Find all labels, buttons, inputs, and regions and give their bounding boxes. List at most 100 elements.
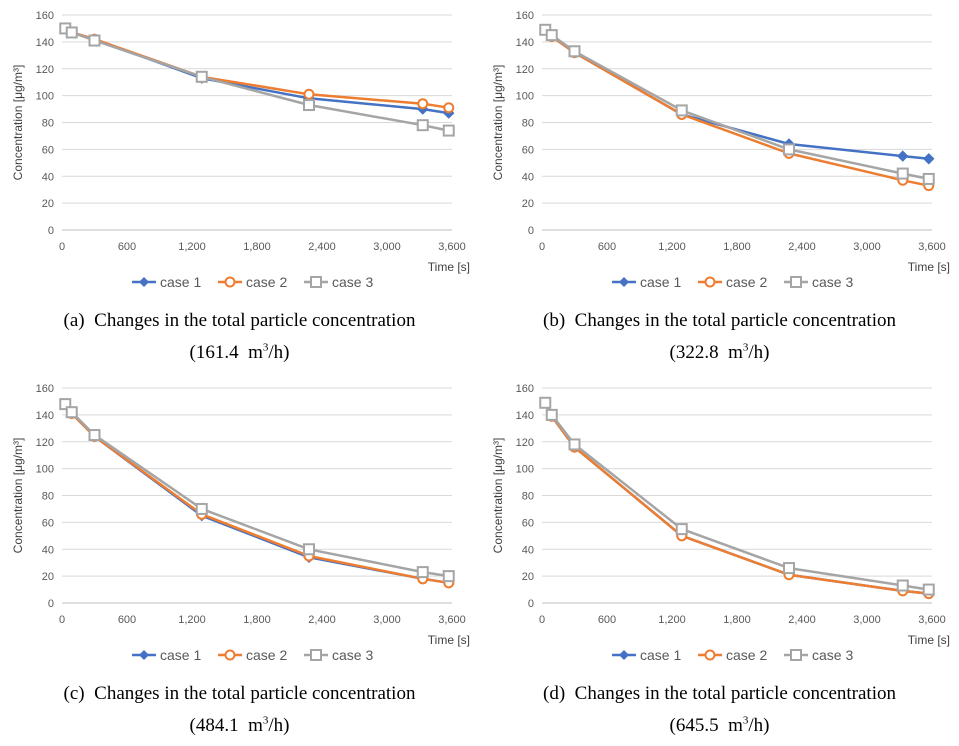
legend-label-d-2: case 2 xyxy=(726,647,767,663)
marker-b-1-5 xyxy=(897,150,909,162)
x-axis-label-d: Time [s] xyxy=(908,633,950,647)
marker-c-3-5 xyxy=(416,566,429,579)
series-line-d-2 xyxy=(544,402,929,595)
marker-c-3-6 xyxy=(442,570,455,583)
x-tick-label-d-6: 3,600 xyxy=(918,614,946,626)
y-tick-label-d-7: 140 xyxy=(516,410,534,422)
x-tick-label-a-6: 3,600 xyxy=(438,241,466,253)
y-tick-label-d-6: 120 xyxy=(516,437,534,449)
y-tick-label-b-4: 80 xyxy=(522,118,534,130)
marker-c-3-3 xyxy=(195,502,208,515)
y-tick-label-b-2: 40 xyxy=(522,171,534,183)
marker-b-3-6 xyxy=(922,172,935,185)
caption-title-c: Changes in the total particle concentrat… xyxy=(94,683,416,704)
series-line-b-3 xyxy=(544,28,930,181)
y-tick-label-b-7: 140 xyxy=(516,37,534,49)
flow-unit-tail-c: /h xyxy=(268,715,284,736)
x-tick-label-b-1: 600 xyxy=(598,241,616,253)
marker-c-3-4 xyxy=(303,543,315,556)
chart-c: 0 20 40 60 80 100 120 140 160 0 600 1,200 1,800 2,400… xyxy=(11,383,470,663)
x-tick-label-b-5: 3,000 xyxy=(853,241,881,253)
y-tick-label-c-7: 140 xyxy=(36,410,54,422)
caption-line2-c: (484.1 m3/h) xyxy=(189,714,290,736)
legend-marker-d-2 xyxy=(704,649,716,661)
marker-a-2-5 xyxy=(417,98,429,110)
panel-label-d: (d) xyxy=(543,683,566,704)
y-tick-label-a-3: 60 xyxy=(42,144,54,156)
x-tick-label-a-2: 1,200 xyxy=(178,241,206,253)
y-tick-label-b-1: 20 xyxy=(522,198,534,210)
y-tick-label-b-8: 160 xyxy=(516,10,534,22)
x-tick-label-b-6: 3,600 xyxy=(918,241,946,253)
marker-d-3-4 xyxy=(783,562,795,575)
flow-unit-tail-a: /h xyxy=(268,342,284,363)
y-tick-label-b-5: 100 xyxy=(516,91,534,103)
x-tick-label-d-1: 600 xyxy=(598,614,616,626)
flow-unit-a: m xyxy=(248,342,263,363)
caption-line2-b: (322.8 m3/h) xyxy=(669,341,770,363)
y-axis-label-d: Concentration [μg/m³] xyxy=(491,438,505,554)
x-tick-label-a-4: 2,400 xyxy=(308,241,336,253)
legend-marker-d-3 xyxy=(790,649,802,661)
legend-marker-c-2 xyxy=(224,649,236,661)
caption-line2-d: (645.5 m3/h) xyxy=(669,714,770,736)
x-tick-label-c-0: 0 xyxy=(59,614,65,626)
panel-label-c: (c) xyxy=(63,683,85,704)
x-tick-label-c-5: 3,000 xyxy=(373,614,401,626)
legend-label-c-2: case 2 xyxy=(246,647,287,663)
flow-unit-exp-a: 3 xyxy=(262,341,269,354)
caption-title-a: Changes in the total particle concentrat… xyxy=(94,310,416,331)
y-tick-label-d-4: 80 xyxy=(522,491,534,503)
y-tick-label-d-3: 60 xyxy=(522,517,534,529)
legend-label-a-2: case 2 xyxy=(246,274,287,290)
x-tick-label-b-4: 2,400 xyxy=(788,241,816,253)
y-tick-label-a-7: 140 xyxy=(36,37,54,49)
x-tick-label-a-0: 0 xyxy=(59,241,65,253)
series-line-d-3 xyxy=(544,402,929,591)
flow-unit-tail-b: /h xyxy=(748,342,764,363)
legend-label-a-3: case 3 xyxy=(332,274,373,290)
legend-label-d-1: case 1 xyxy=(640,647,681,663)
caption-line1-c: (c) Changes in the total particle concen… xyxy=(0,679,479,709)
marker-d-3-3 xyxy=(675,523,688,536)
caption-line1-b: (b) Changes in the total particle concen… xyxy=(480,306,959,336)
x-tick-label-c-6: 3,600 xyxy=(438,614,466,626)
y-tick-label-c-4: 80 xyxy=(42,491,54,503)
y-tick-label-b-3: 60 xyxy=(522,144,534,156)
y-tick-label-a-5: 100 xyxy=(36,91,54,103)
flow-value-b: 322.8 xyxy=(675,342,719,363)
caption-title-d: Changes in the total particle concentrat… xyxy=(574,683,896,704)
y-tick-label-d-0: 0 xyxy=(528,598,534,610)
chart-panel-a: 0 20 40 60 80 100 120 140 160 0 600 1,200 1,800 2,400… xyxy=(0,0,479,373)
legend-marker-c-3 xyxy=(310,649,322,661)
y-tick-label-c-1: 20 xyxy=(42,571,54,583)
y-tick-label-b-6: 120 xyxy=(516,64,534,76)
x-axis-label-a: Time [s] xyxy=(428,260,470,274)
x-tick-label-d-0: 0 xyxy=(539,614,545,626)
x-tick-label-c-2: 1,200 xyxy=(178,614,206,626)
y-tick-label-d-5: 100 xyxy=(516,464,534,476)
flow-unit-exp-b: 3 xyxy=(742,341,749,354)
y-tick-label-c-3: 60 xyxy=(42,517,54,529)
marker-d-3-2 xyxy=(568,438,581,451)
caption-line2-a: (161.4 m3/h) xyxy=(189,341,290,363)
x-tick-label-d-4: 2,400 xyxy=(788,614,816,626)
y-tick-label-a-6: 120 xyxy=(36,64,54,76)
legend-marker-b-2 xyxy=(704,276,716,288)
x-tick-label-a-3: 1,800 xyxy=(243,241,271,253)
legend-label-a-1: case 1 xyxy=(160,274,201,290)
panel-label-b: (b) xyxy=(543,310,566,331)
marker-d-3-5 xyxy=(896,579,909,592)
y-tick-label-c-2: 40 xyxy=(42,544,54,556)
y-tick-label-c-6: 120 xyxy=(36,437,54,449)
y-tick-label-d-2: 40 xyxy=(522,544,534,556)
panel-label-a: (a) xyxy=(63,310,85,331)
y-tick-label-a-4: 80 xyxy=(42,118,54,130)
x-tick-label-d-3: 1,800 xyxy=(723,614,751,626)
y-tick-label-a-2: 40 xyxy=(42,171,54,183)
series-line-c-1 xyxy=(64,403,449,585)
flow-value-a: 161.4 xyxy=(195,342,239,363)
chart-a: 0 20 40 60 80 100 120 140 160 0 600 1,200 1,800 2,400… xyxy=(11,10,470,290)
x-tick-label-b-2: 1,200 xyxy=(658,241,686,253)
y-tick-label-a-1: 20 xyxy=(42,198,54,210)
